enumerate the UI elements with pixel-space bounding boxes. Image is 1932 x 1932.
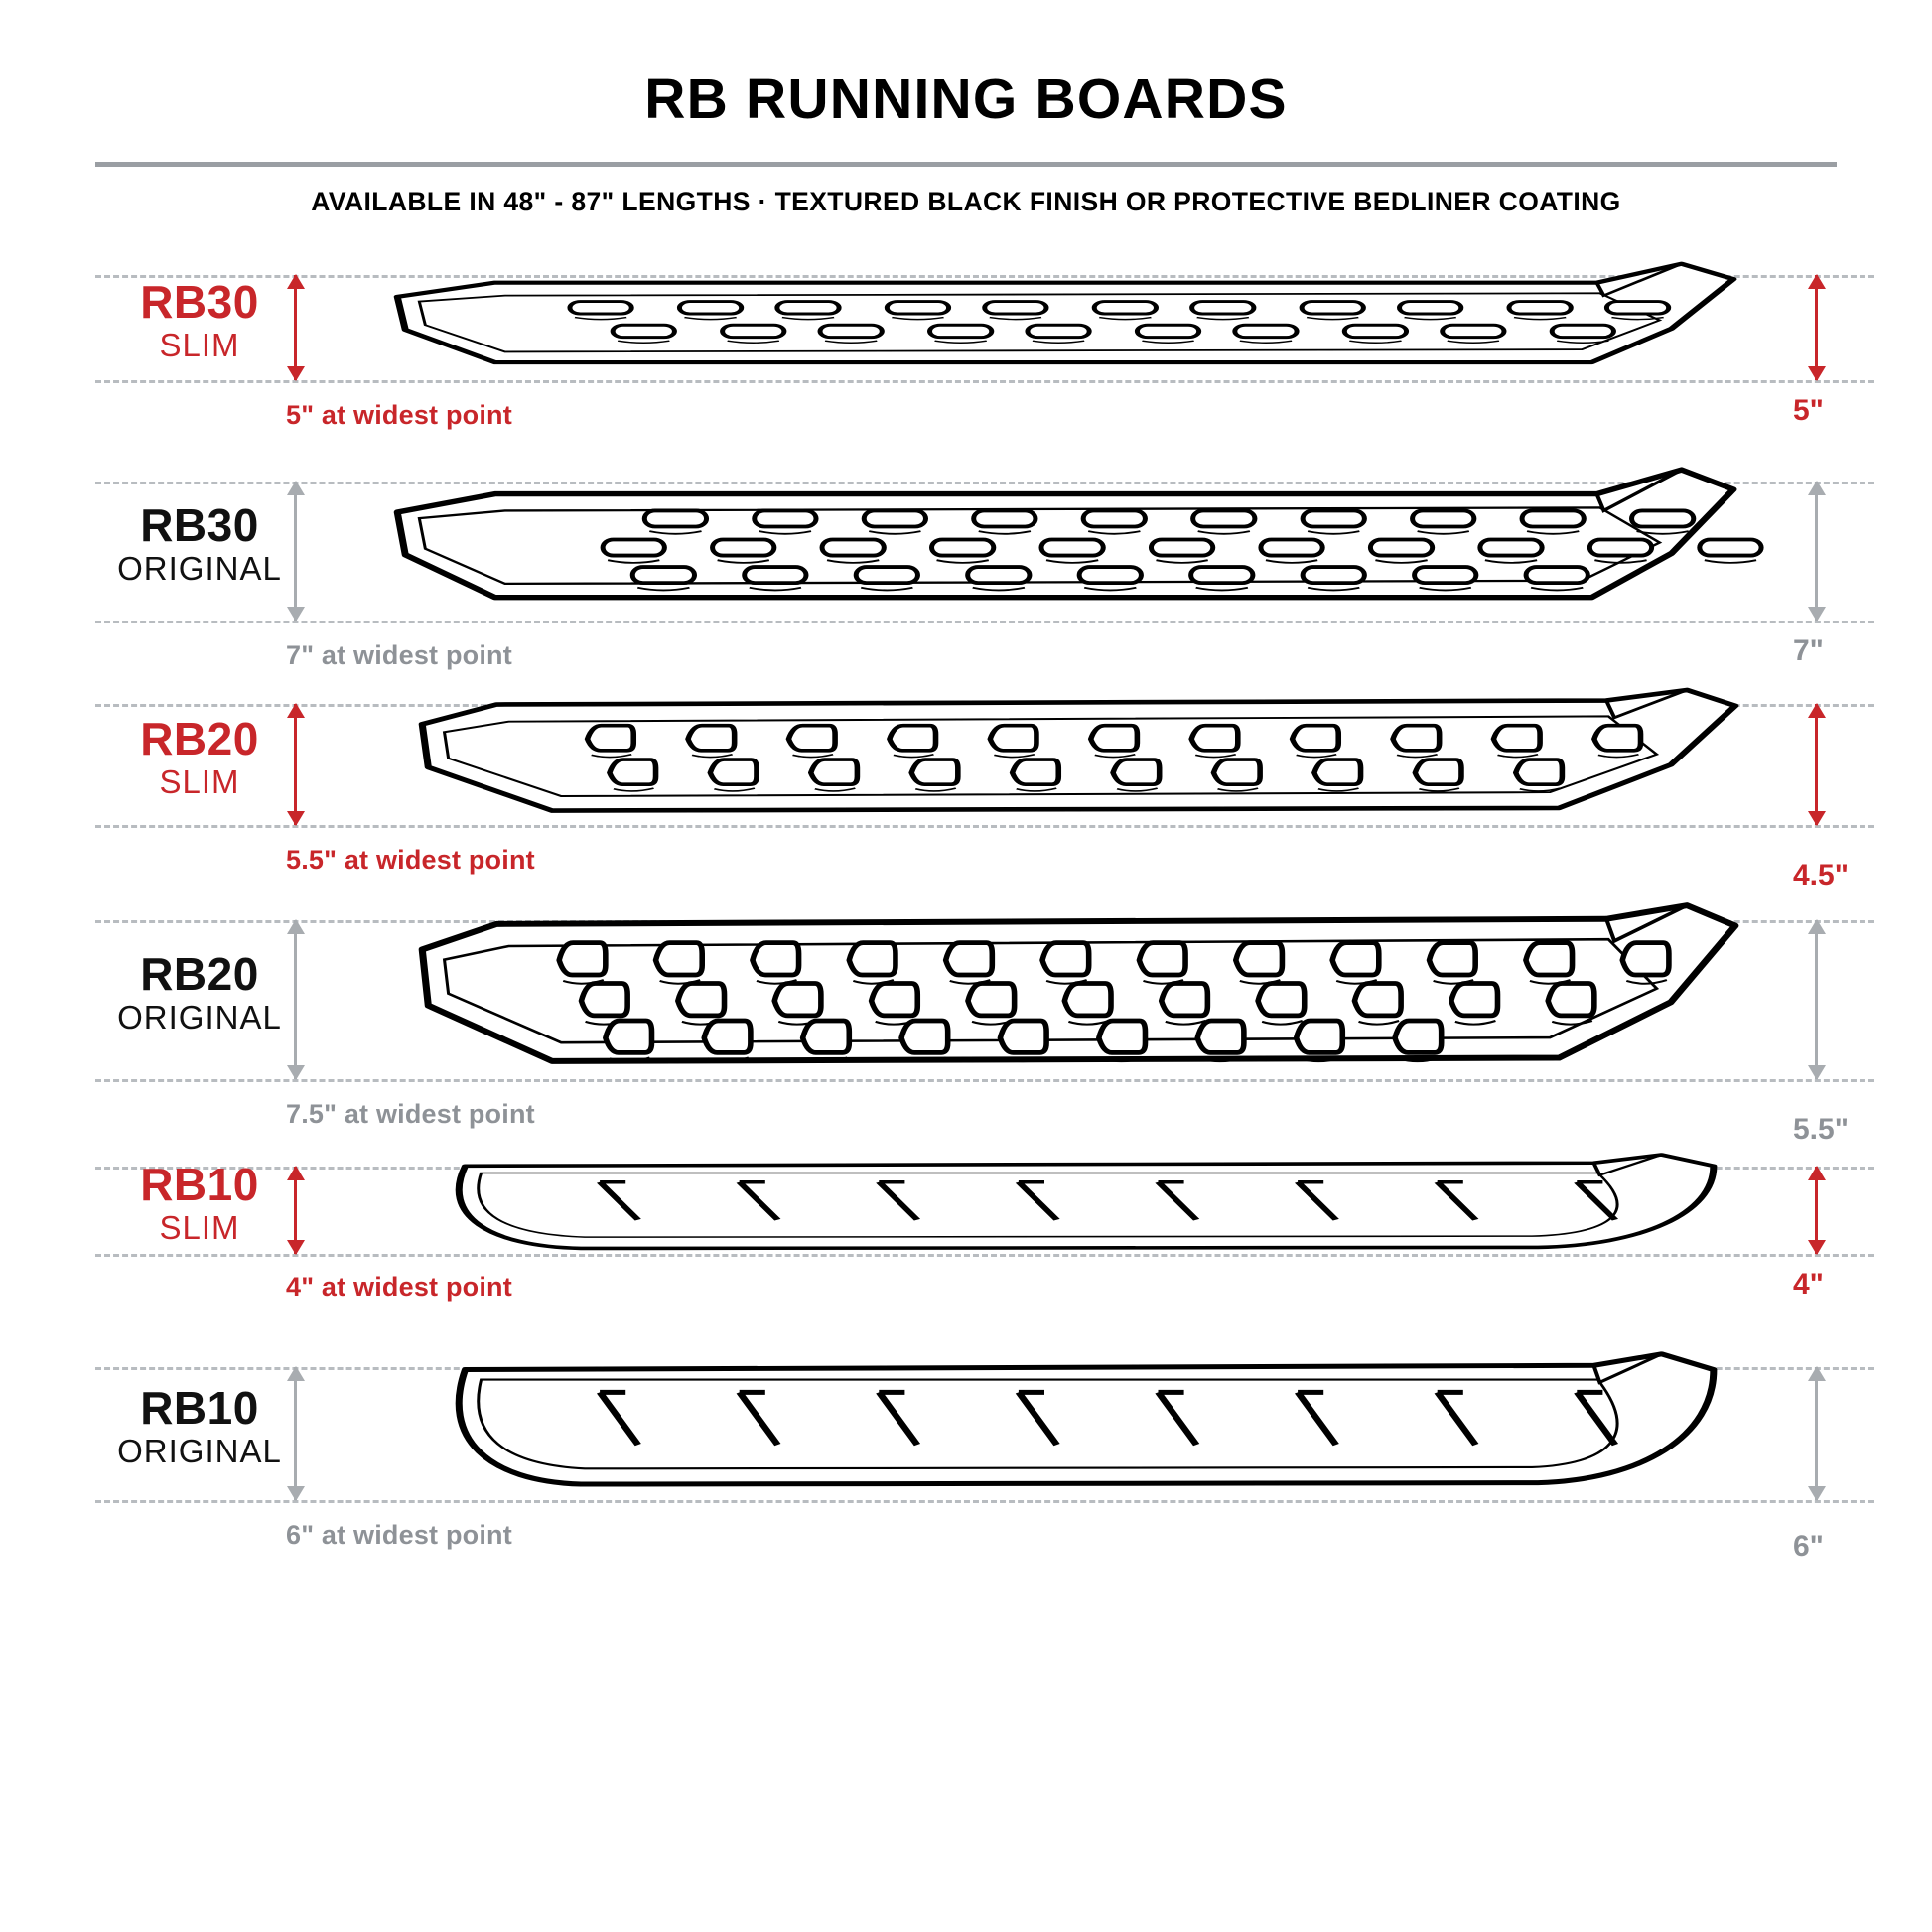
board-illustration-rb20-slim <box>336 686 1745 837</box>
guide-line-bottom <box>95 621 1874 623</box>
guide-line-bottom <box>95 1254 1874 1257</box>
left-dimension-arrow <box>286 274 305 381</box>
board-row-rb10-slim: RB10 SLIM 4" at widest point 4" <box>0 1145 1932 1345</box>
height-label: 5" <box>1793 394 1824 427</box>
model-label-block: RB10 ORIGINAL <box>95 1382 304 1470</box>
board-row-rb20-original: RB20 ORIGINAL 7.5" at widest point <box>0 898 1932 1146</box>
model-variant: SLIM <box>159 763 240 801</box>
model-variant: ORIGINAL <box>117 999 282 1036</box>
model-label-block: RB30 ORIGINAL <box>95 499 304 588</box>
board-illustration-rb30-original <box>345 464 1764 638</box>
left-dimension-arrow <box>286 481 305 621</box>
left-dimension-arrow <box>286 1366 305 1501</box>
model-label-block: RB30 SLIM <box>95 276 304 364</box>
left-dimension-arrow <box>286 703 305 826</box>
model-variant: SLIM <box>159 327 240 364</box>
right-dimension-arrow <box>1807 274 1826 381</box>
height-label: 5.5" <box>1793 1113 1849 1146</box>
board-illustration-rb30-slim <box>345 259 1741 394</box>
width-caption: 4" at widest point <box>286 1272 512 1302</box>
width-caption: 5.5" at widest point <box>286 845 535 875</box>
header-divider <box>95 162 1837 167</box>
guide-line-bottom <box>95 380 1874 383</box>
board-row-rb30-slim: RB30 SLIM 5" at widest point <box>0 253 1932 464</box>
page-header: RB RUNNING BOARDS AVAILABLE IN 48" - 87"… <box>0 0 1932 217</box>
width-caption: 7" at widest point <box>286 640 512 670</box>
right-dimension-arrow <box>1807 481 1826 621</box>
model-name: RB20 <box>140 713 259 764</box>
left-dimension-arrow <box>286 919 305 1080</box>
width-caption: 7.5" at widest point <box>286 1099 535 1129</box>
board-row-rb30-original: RB30 ORIGINAL 7" at widest point <box>0 464 1932 680</box>
board-illustration-rb10-original <box>345 1351 1741 1514</box>
model-name: RB30 <box>140 499 259 551</box>
board-illustration-rb10-slim <box>345 1153 1741 1270</box>
height-label: 6" <box>1793 1530 1824 1563</box>
guide-line-top <box>95 275 1874 278</box>
model-name: RB20 <box>140 948 259 1000</box>
right-dimension-arrow <box>1807 1166 1826 1255</box>
height-label: 7" <box>1793 634 1824 667</box>
guide-line-bottom <box>95 1079 1874 1082</box>
width-caption: 5" at widest point <box>286 400 512 430</box>
board-row-rb20-slim: RB20 SLIM 5.5" at widest point <box>0 680 1932 898</box>
model-variant: ORIGINAL <box>117 1433 282 1470</box>
model-name: RB30 <box>140 276 259 328</box>
guide-line-top <box>95 482 1874 484</box>
left-dimension-arrow <box>286 1166 305 1255</box>
page-title: RB RUNNING BOARDS <box>644 68 1288 131</box>
model-name: RB10 <box>140 1159 259 1210</box>
guide-line-bottom <box>95 1500 1874 1503</box>
right-dimension-arrow <box>1807 703 1826 826</box>
height-label: 4.5" <box>1793 859 1849 892</box>
model-label-block: RB20 ORIGINAL <box>95 948 304 1036</box>
width-caption: 6" at widest point <box>286 1520 512 1550</box>
model-label-block: RB10 SLIM <box>95 1159 304 1247</box>
board-row-rb10-original: RB10 ORIGINAL 6" at widest point 6" <box>0 1345 1932 1574</box>
height-label: 4" <box>1793 1268 1824 1301</box>
model-variant: ORIGINAL <box>117 550 282 588</box>
page-subtitle: AVAILABLE IN 48" - 87" LENGTHS · TEXTURE… <box>311 187 1621 216</box>
right-dimension-arrow <box>1807 1366 1826 1501</box>
right-dimension-arrow <box>1807 919 1826 1080</box>
model-variant: SLIM <box>159 1209 240 1247</box>
guide-line-bottom <box>95 825 1874 828</box>
model-label-block: RB20 SLIM <box>95 713 304 801</box>
board-illustration-rb20-original <box>336 900 1745 1095</box>
board-comparison-list: RB30 SLIM 5" at widest point <box>0 253 1932 1574</box>
model-name: RB10 <box>140 1382 259 1434</box>
